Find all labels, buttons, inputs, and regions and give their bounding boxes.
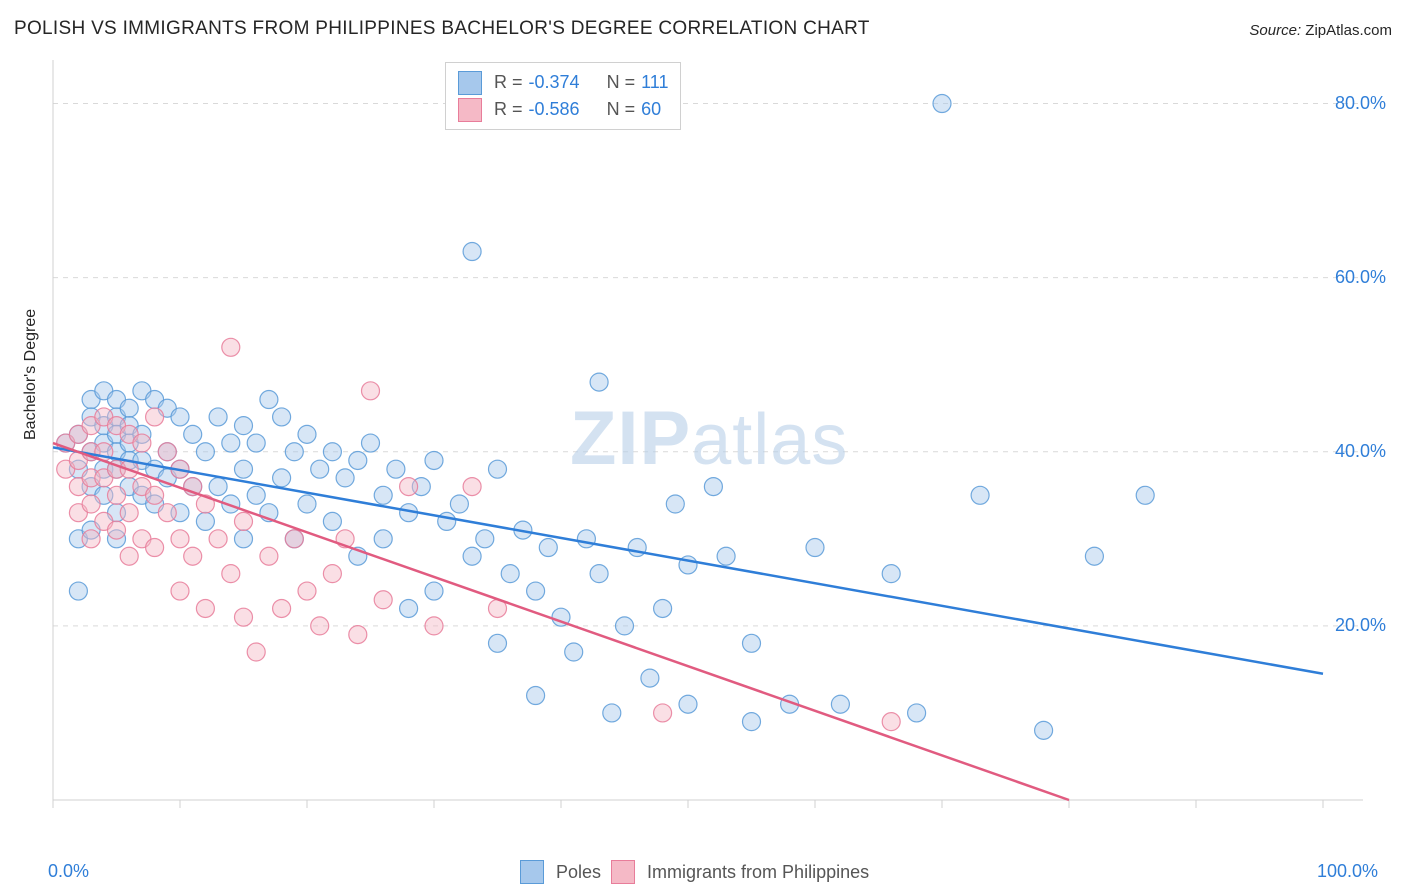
legend-stats: R = -0.374 N = 111R = -0.586 N = 60: [445, 62, 681, 130]
y-axis-label: Bachelor's Degree: [22, 309, 40, 440]
legend-swatch: [458, 71, 482, 95]
legend-series: Poles Immigrants from Philippines: [520, 860, 869, 884]
y-tick-label: 40.0%: [1335, 441, 1386, 462]
x-axis-min-label: 0.0%: [48, 861, 89, 882]
legend-series-label: Poles: [556, 862, 601, 883]
x-axis-max-label: 100.0%: [1317, 861, 1378, 882]
legend-swatch: [458, 98, 482, 122]
legend-swatch: [520, 860, 544, 884]
legend-swatch: [611, 860, 635, 884]
legend-series-label: Immigrants from Philippines: [647, 862, 869, 883]
source-attribution: Source: ZipAtlas.com: [1249, 22, 1392, 39]
chart-title: POLISH VS IMMIGRANTS FROM PHILIPPINES BA…: [14, 18, 870, 40]
legend-series-item: Poles: [520, 860, 601, 884]
legend-stat-row: R = -0.374 N = 111: [458, 69, 668, 96]
source-value: ZipAtlas.com: [1305, 22, 1392, 39]
source-label: Source:: [1249, 22, 1301, 39]
y-tick-label: 80.0%: [1335, 93, 1386, 114]
y-tick-label: 20.0%: [1335, 615, 1386, 636]
legend-series-item: Immigrants from Philippines: [611, 860, 869, 884]
legend-stat-row: R = -0.586 N = 60: [458, 96, 668, 123]
scatter-chart: [48, 60, 1378, 820]
y-tick-label: 60.0%: [1335, 267, 1386, 288]
chart-svg: [48, 60, 1378, 840]
